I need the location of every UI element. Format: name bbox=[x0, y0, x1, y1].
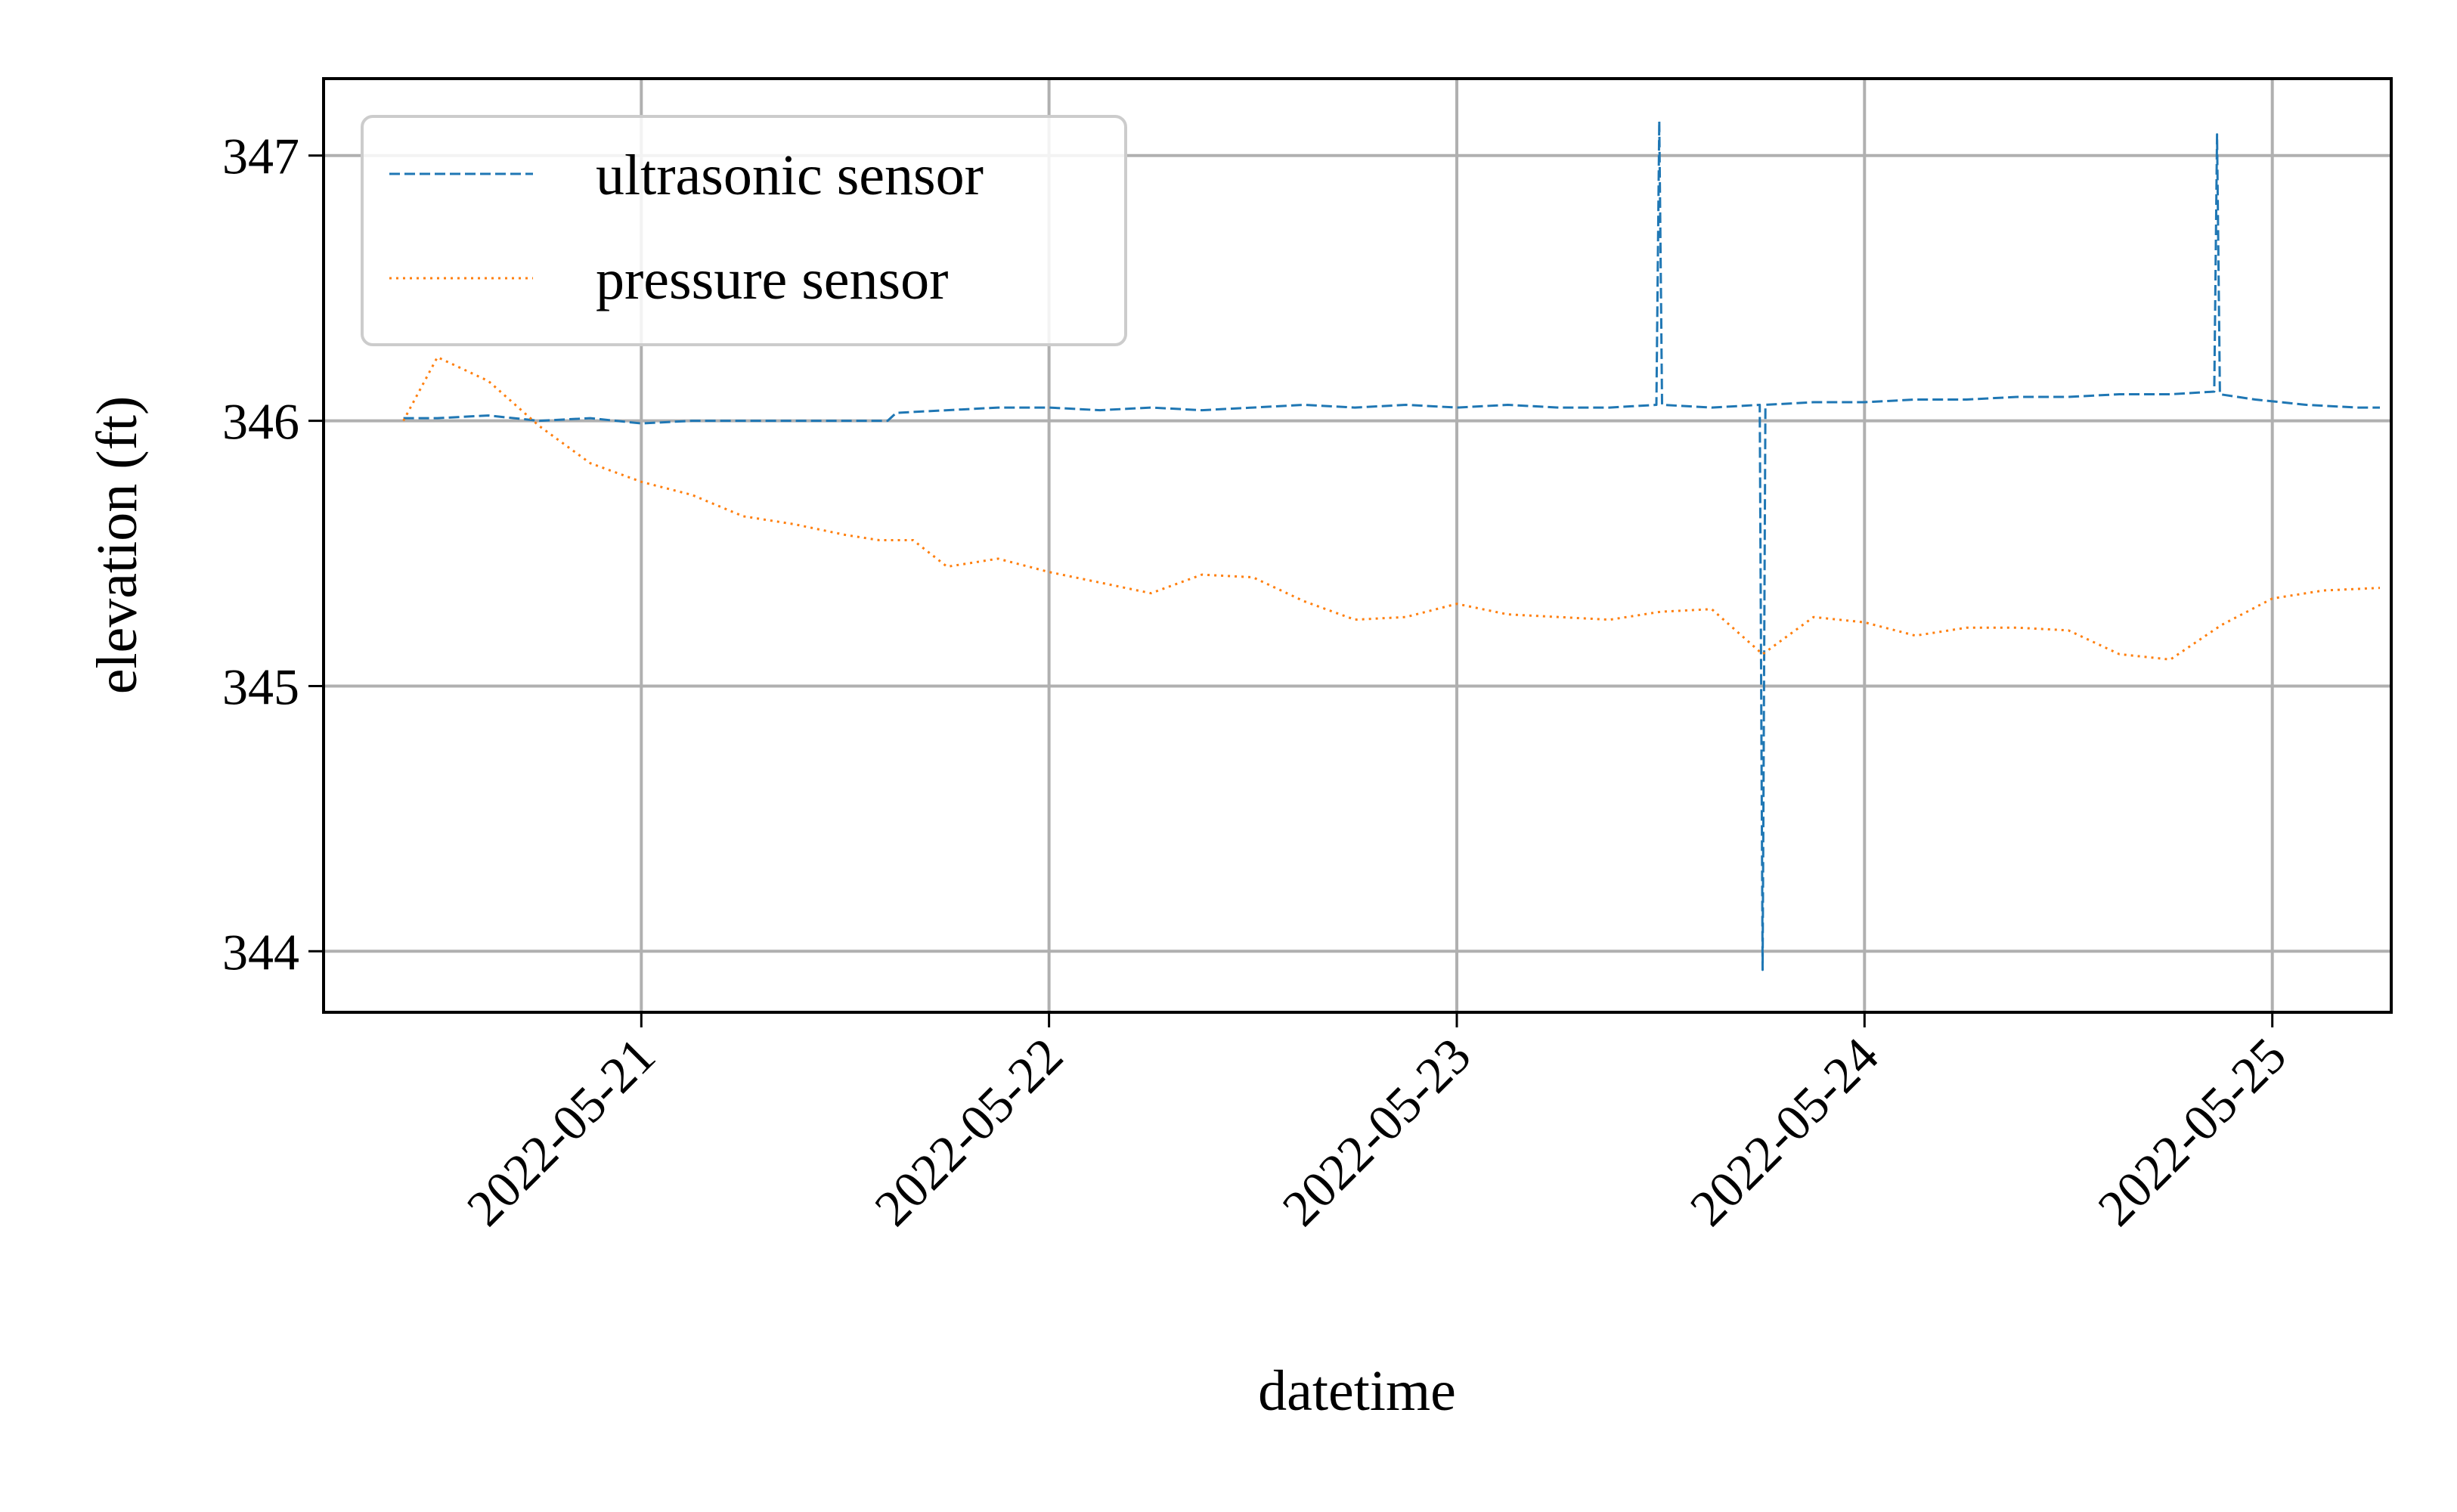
legend-label-ultrasonic: ultrasonic sensor bbox=[596, 144, 984, 207]
legend-box bbox=[361, 115, 1127, 346]
y-tick-label: 347 bbox=[222, 128, 299, 185]
plot-frame bbox=[322, 77, 2393, 1014]
y-tick-label: 344 bbox=[222, 923, 299, 981]
x-axis-label: datetime bbox=[1258, 1359, 1456, 1423]
y-axis-label: elevation (ft) bbox=[85, 396, 149, 695]
y-tick-label: 346 bbox=[222, 393, 299, 451]
plot-lines bbox=[402, 119, 2381, 971]
y-tick-label: 345 bbox=[222, 658, 299, 716]
legend: ultrasonic sensor pressure sensor bbox=[361, 115, 1127, 346]
series-line-1 bbox=[402, 355, 2381, 661]
series-line-0 bbox=[403, 119, 2380, 971]
legend-label-pressure: pressure sensor bbox=[596, 248, 948, 311]
